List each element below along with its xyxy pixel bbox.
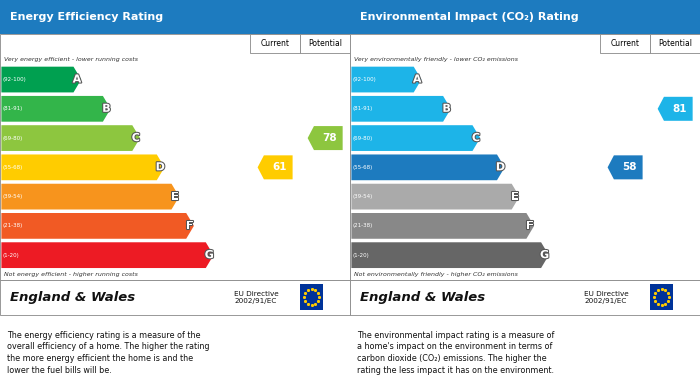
Text: Very environmentally friendly - lower CO₂ emissions: Very environmentally friendly - lower CO… <box>354 57 517 61</box>
Text: Potential: Potential <box>308 39 342 48</box>
Text: EU Directive
2002/91/EC: EU Directive 2002/91/EC <box>234 291 279 304</box>
Text: (1-20): (1-20) <box>3 253 20 258</box>
Bar <box>0 34 350 280</box>
Text: (39-54): (39-54) <box>3 194 23 199</box>
FancyBboxPatch shape <box>300 284 323 310</box>
Polygon shape <box>307 126 343 150</box>
Polygon shape <box>1 125 140 151</box>
Text: (55-68): (55-68) <box>353 165 373 170</box>
Text: (81-91): (81-91) <box>3 106 23 111</box>
Bar <box>0 0 350 34</box>
Text: (81-91): (81-91) <box>353 106 373 111</box>
Text: B: B <box>442 104 451 114</box>
Polygon shape <box>351 213 534 239</box>
Text: F: F <box>526 221 533 231</box>
Polygon shape <box>351 242 549 268</box>
Text: Environmental Impact (CO₂) Rating: Environmental Impact (CO₂) Rating <box>360 12 579 22</box>
Text: A: A <box>73 75 81 84</box>
Bar <box>251 34 300 53</box>
Text: (92-100): (92-100) <box>3 77 27 82</box>
FancyBboxPatch shape <box>650 284 673 310</box>
Text: England & Wales: England & Wales <box>360 291 486 304</box>
Bar <box>601 34 650 53</box>
Polygon shape <box>1 213 194 239</box>
Polygon shape <box>1 154 164 180</box>
Text: (1-20): (1-20) <box>353 253 370 258</box>
Text: C: C <box>472 133 480 143</box>
Text: 78: 78 <box>322 133 337 143</box>
Polygon shape <box>1 242 214 268</box>
Bar <box>300 34 350 53</box>
Text: 58: 58 <box>622 162 636 172</box>
Polygon shape <box>1 184 179 210</box>
Text: England & Wales: England & Wales <box>10 291 136 304</box>
Text: (39-54): (39-54) <box>353 194 373 199</box>
Bar <box>650 34 700 53</box>
Bar <box>350 34 700 280</box>
Text: G: G <box>204 250 214 260</box>
Text: D: D <box>496 162 505 172</box>
Text: Not energy efficient - higher running costs: Not energy efficient - higher running co… <box>4 272 137 277</box>
Text: C: C <box>132 133 140 143</box>
Text: (55-68): (55-68) <box>3 165 23 170</box>
Polygon shape <box>1 66 81 92</box>
Polygon shape <box>351 154 505 180</box>
Text: (69-80): (69-80) <box>353 136 373 141</box>
Polygon shape <box>351 66 421 92</box>
Text: Not environmentally friendly - higher CO₂ emissions: Not environmentally friendly - higher CO… <box>354 272 517 277</box>
Text: (69-80): (69-80) <box>3 136 23 141</box>
Text: D: D <box>155 162 165 172</box>
Bar <box>350 280 700 315</box>
Polygon shape <box>258 155 293 179</box>
Text: B: B <box>102 104 111 114</box>
Text: Very energy efficient - lower running costs: Very energy efficient - lower running co… <box>4 57 137 61</box>
Bar <box>0 280 350 315</box>
Text: G: G <box>540 250 550 260</box>
Polygon shape <box>351 96 451 122</box>
Bar <box>350 0 700 34</box>
Text: 61: 61 <box>272 162 286 172</box>
Text: EU Directive
2002/91/EC: EU Directive 2002/91/EC <box>584 291 629 304</box>
Text: (21-38): (21-38) <box>3 223 23 228</box>
Polygon shape <box>608 155 643 179</box>
Text: (92-100): (92-100) <box>353 77 377 82</box>
Text: A: A <box>413 75 421 84</box>
Text: E: E <box>512 192 519 202</box>
Text: E: E <box>172 192 178 202</box>
Text: The energy efficiency rating is a measure of the
overall efficiency of a home. T: The energy efficiency rating is a measur… <box>7 331 209 375</box>
Polygon shape <box>1 96 111 122</box>
Text: F: F <box>186 221 193 231</box>
Polygon shape <box>351 184 519 210</box>
Text: Current: Current <box>610 39 640 48</box>
Text: 81: 81 <box>672 104 687 114</box>
Polygon shape <box>658 97 692 121</box>
Text: (21-38): (21-38) <box>353 223 373 228</box>
Text: Energy Efficiency Rating: Energy Efficiency Rating <box>10 12 164 22</box>
Text: The environmental impact rating is a measure of
a home's impact on the environme: The environmental impact rating is a mea… <box>357 331 554 375</box>
Polygon shape <box>351 125 480 151</box>
Text: Current: Current <box>260 39 290 48</box>
Text: Potential: Potential <box>658 39 692 48</box>
